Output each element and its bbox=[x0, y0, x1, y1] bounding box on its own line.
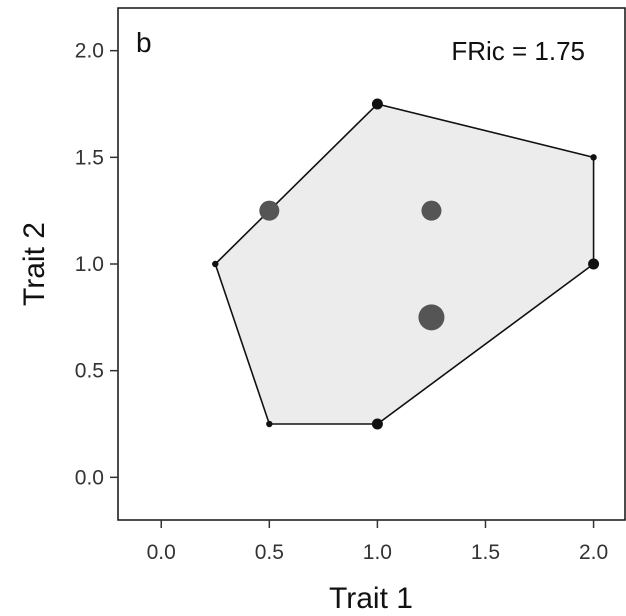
panel-label: b bbox=[136, 27, 152, 58]
x-tick-label: 0.5 bbox=[255, 541, 284, 564]
data-point-vertex-2 bbox=[590, 154, 597, 161]
x-tick-label: 2.0 bbox=[579, 541, 608, 564]
y-axis: 0.0 0.5 1.0 1.5 2.0 bbox=[75, 40, 118, 489]
convex-hull bbox=[214, 103, 595, 425]
convex-hull-layer bbox=[214, 103, 595, 425]
x-axis: 0.0 0.5 1.0 1.5 2.0 bbox=[147, 520, 608, 564]
x-tick-label: 0.0 bbox=[147, 541, 176, 564]
data-point-interior-7 bbox=[259, 200, 280, 221]
data-point-interior-8 bbox=[421, 200, 442, 221]
y-tick-label: 1.5 bbox=[75, 146, 104, 169]
y-tick-label: 2.0 bbox=[75, 40, 104, 63]
x-axis-title: Trait 1 bbox=[329, 582, 413, 615]
data-point-vertex-6 bbox=[212, 260, 219, 268]
y-tick-label: 1.0 bbox=[75, 253, 104, 276]
x-tick-label: 1.0 bbox=[363, 541, 392, 564]
data-point-vertex-3 bbox=[588, 258, 600, 270]
points-layer bbox=[212, 98, 600, 430]
x-tick-label: 1.5 bbox=[471, 541, 500, 564]
y-axis-title: Trait 2 bbox=[18, 222, 51, 306]
fric-annotation: FRic = 1.75 bbox=[451, 36, 585, 66]
data-point-vertex-4 bbox=[371, 418, 383, 430]
data-point-interior-9 bbox=[418, 304, 445, 331]
data-point-vertex-5 bbox=[266, 420, 273, 428]
y-tick-label: 0.0 bbox=[75, 466, 104, 489]
y-tick-label: 0.5 bbox=[75, 360, 104, 383]
data-point-vertex-1 bbox=[371, 98, 383, 110]
